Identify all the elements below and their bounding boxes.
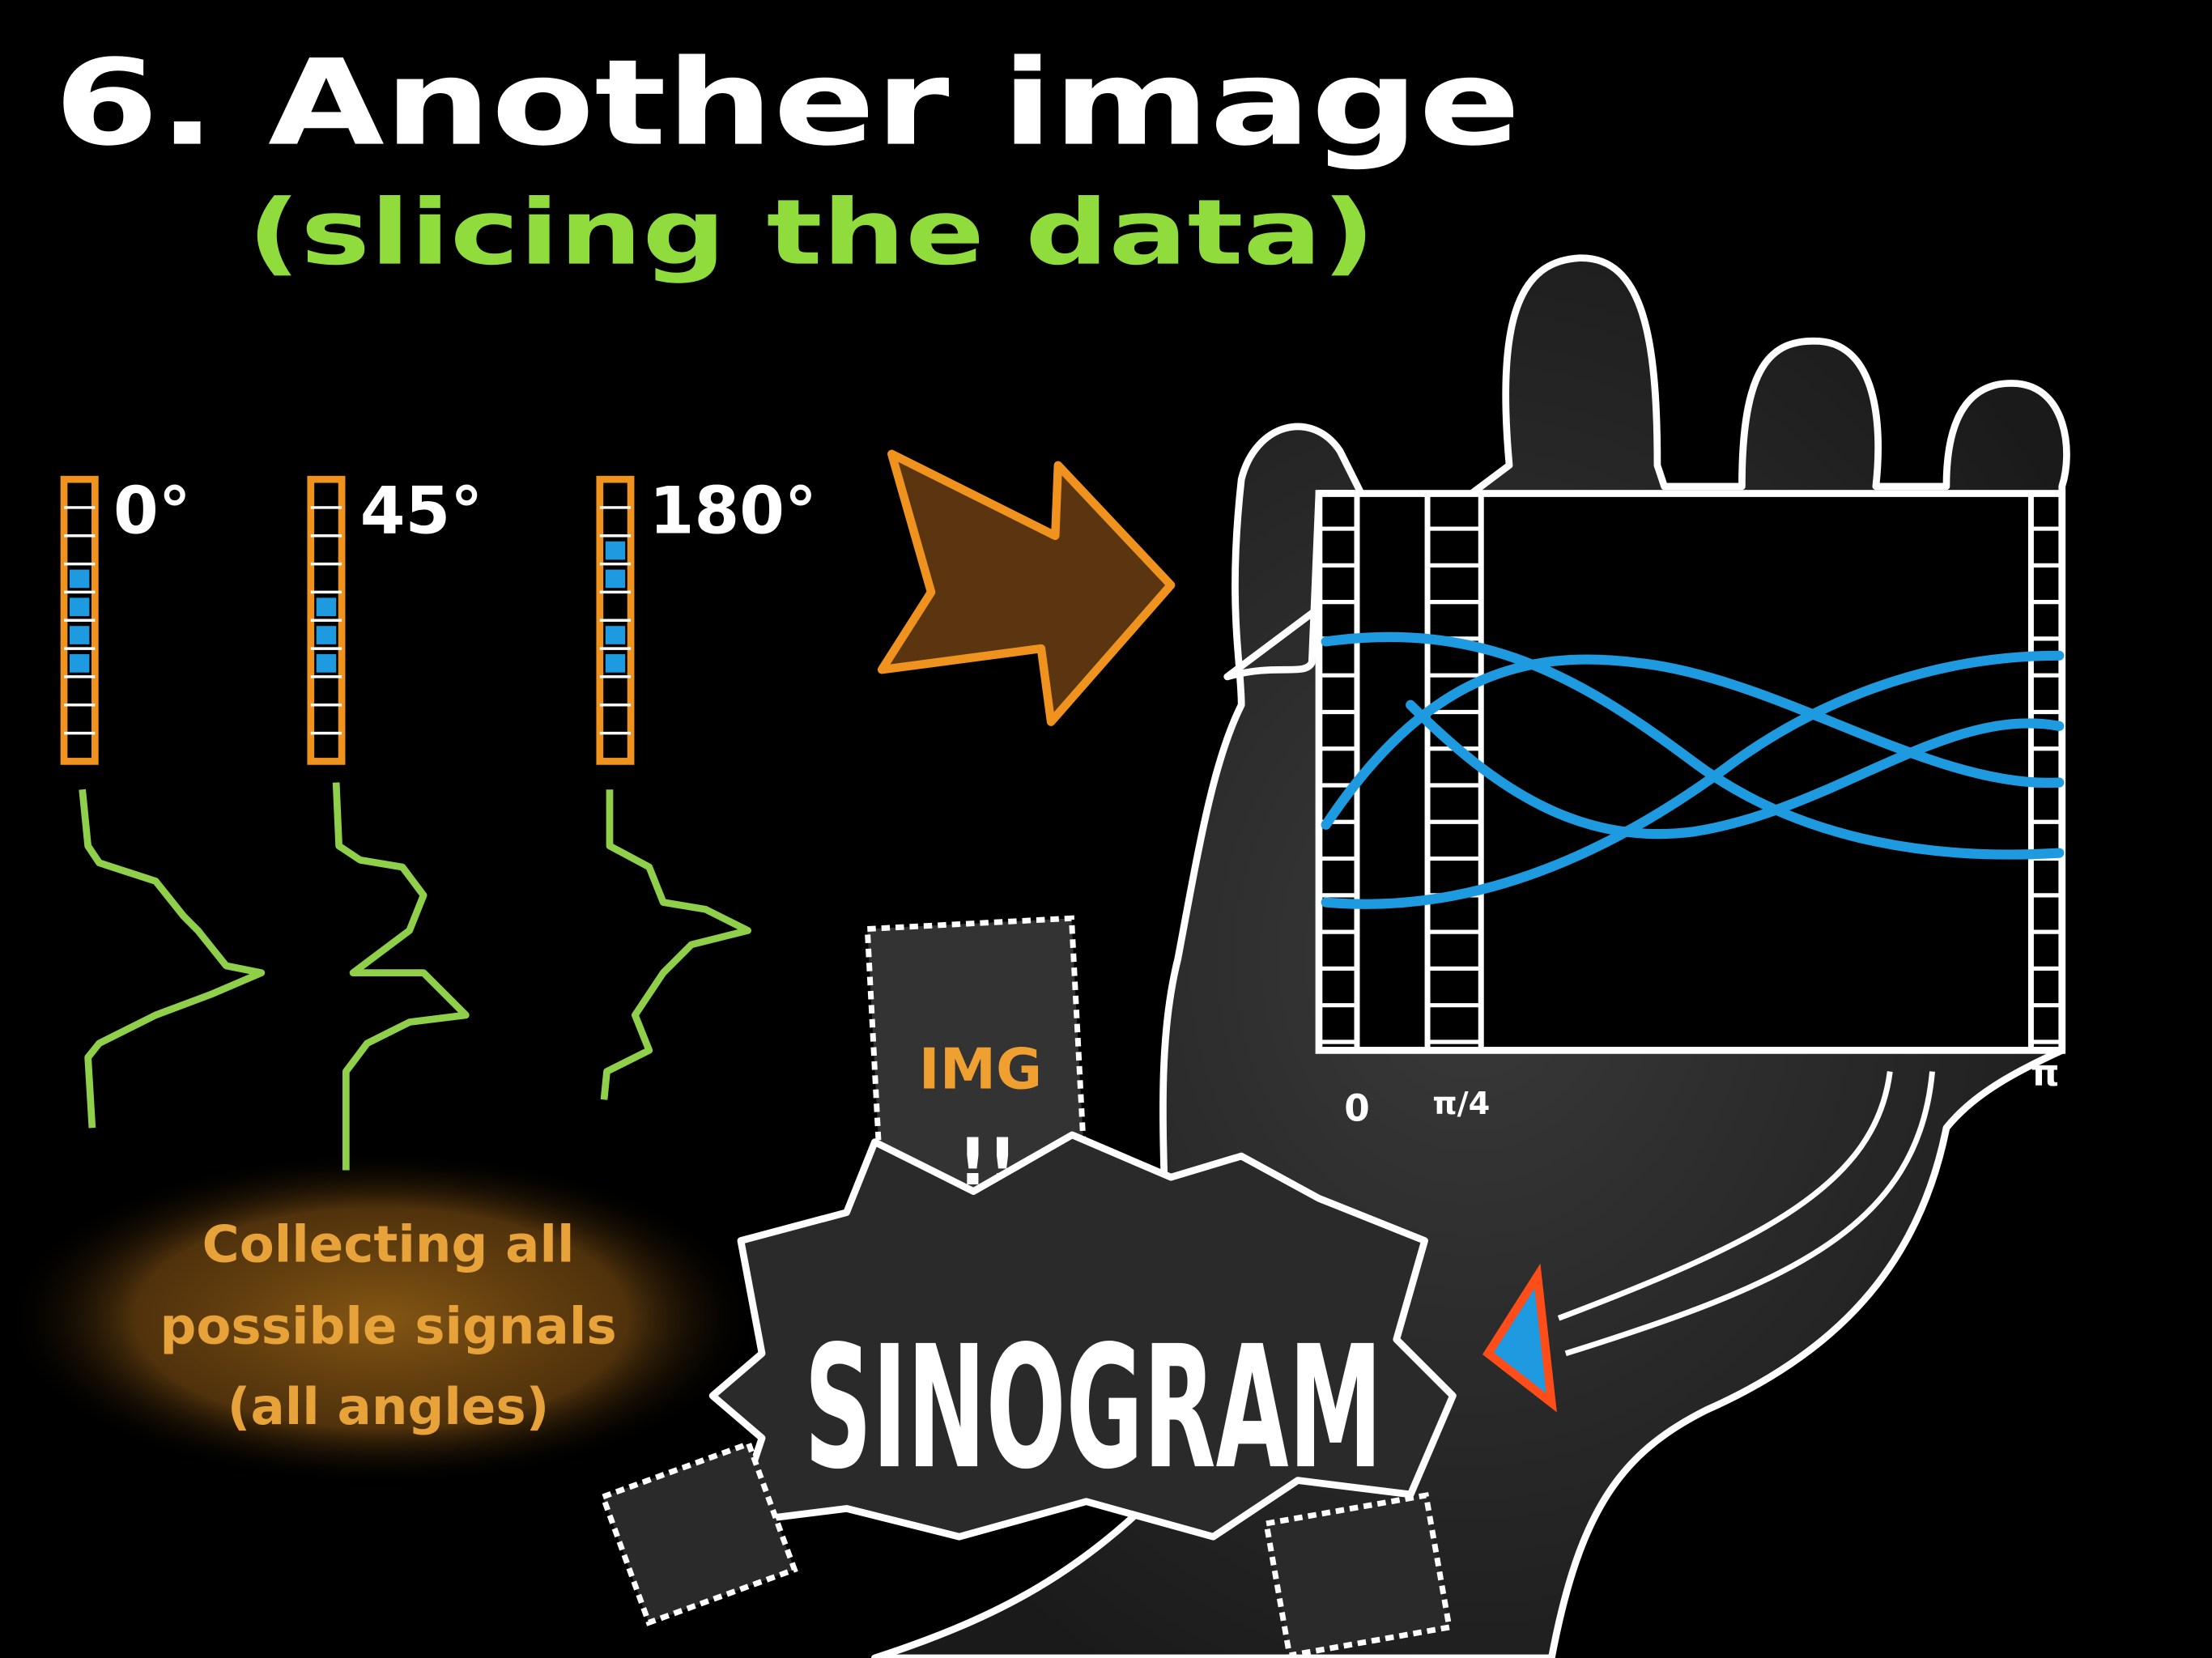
caption-line: Collecting all (202, 1215, 575, 1274)
detector-cell (605, 654, 626, 673)
signal-profile (79, 789, 266, 1129)
cable (1564, 1071, 1935, 1357)
detector-cell (316, 597, 337, 617)
caption-line: (all angles) (228, 1377, 550, 1436)
detector-cell (605, 626, 626, 644)
angle-label: 180° (649, 473, 817, 548)
signal-profile (600, 789, 752, 1100)
detector-cell (605, 569, 626, 589)
caption-line: possible signals (160, 1297, 616, 1356)
axis-label: π (2031, 1052, 2060, 1095)
title: 6. Another image (54, 35, 1521, 172)
axis-label: π/4 (1432, 1086, 1490, 1122)
detector-cell (316, 654, 337, 673)
cable (1557, 1071, 1893, 1321)
banner-text: SINOGRAM (804, 1310, 1382, 1507)
subtitle: (slicing the data) (247, 181, 1375, 286)
detectors: 0° 45° 180° (60, 473, 817, 1171)
detector-cell (70, 597, 90, 617)
tag-text: IMG (919, 1036, 1042, 1102)
angle-label: 45° (360, 473, 483, 548)
detector-cell (70, 654, 90, 673)
caption-glow (0, 1149, 763, 1488)
detector-cell (70, 626, 90, 644)
caption: Collecting all possible signals (all angle… (160, 1215, 616, 1436)
sinogram-plot (1315, 490, 2066, 1054)
detector-cell (70, 569, 90, 589)
detector-cell (605, 541, 626, 560)
banner-flap (599, 1439, 798, 1626)
axis-label: 0 (1344, 1086, 1370, 1129)
plug (1482, 1263, 1557, 1413)
signal-profile (332, 782, 470, 1171)
detector-cell (316, 626, 337, 644)
angle-label: 0° (113, 473, 191, 548)
banner-flap (1262, 1492, 1453, 1658)
arrow (877, 449, 1176, 726)
